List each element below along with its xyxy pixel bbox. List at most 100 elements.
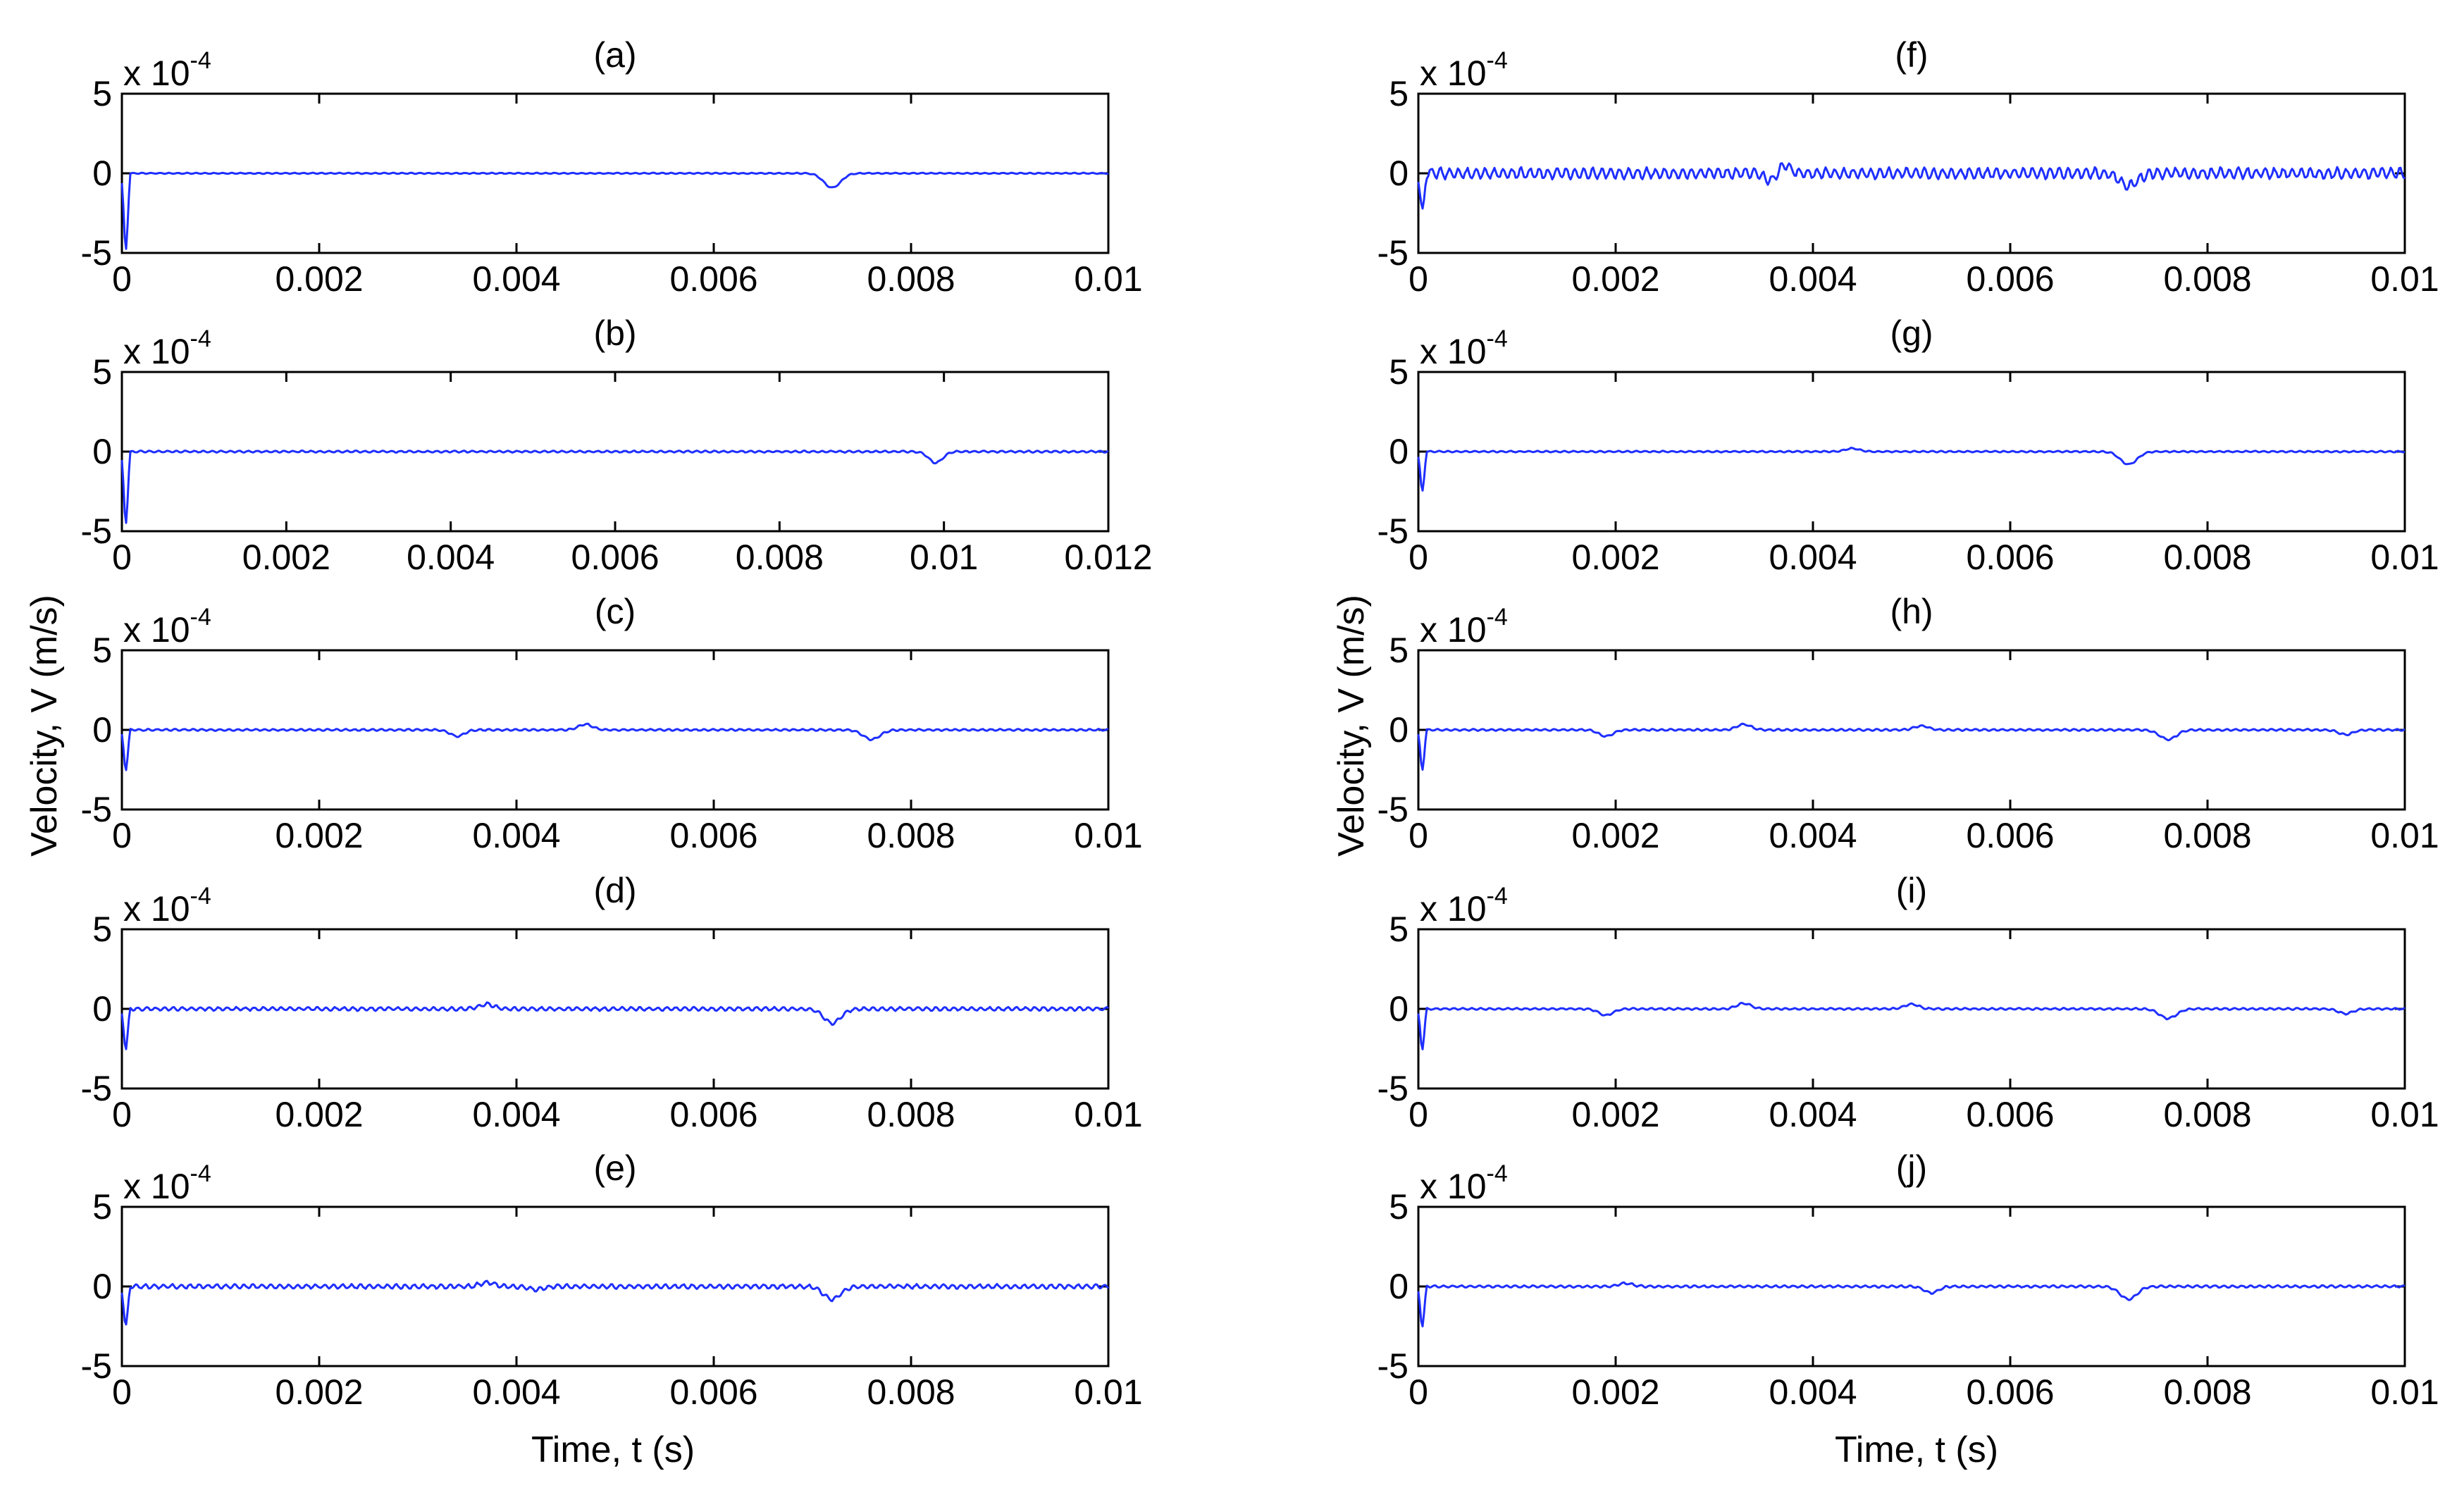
x-tick-label: 0.004 [472,1372,560,1412]
x-tick-label: 0.002 [275,816,363,855]
x-tick-label: 0.006 [669,1372,757,1412]
x-tick-label: 0 [1409,1372,1428,1412]
x-tick-label: 0.006 [1966,1372,2054,1412]
y-tick-label: 5 [1389,631,1409,670]
plot-frame [1417,92,2406,254]
x-tick-label: 0.002 [1571,1372,1659,1412]
x-tick-label: 0.004 [407,538,495,577]
y-tick-label: 5 [92,1187,112,1227]
y-tick-label: 0 [1389,710,1409,750]
x-tick-label: 0.006 [1966,259,2054,299]
y-tick-label: 5 [1389,910,1409,949]
x-tick-label: 0.008 [867,1372,955,1412]
x-tick-label: 0.008 [2163,1095,2251,1134]
x-tick-label: 0.008 [867,816,955,855]
y-tick-label: 0 [1389,1267,1409,1306]
x-tick-label: 0.002 [1571,259,1659,299]
x-tick-label: 0.004 [1769,259,1857,299]
y-tick-label: 0 [92,154,112,193]
x-tick-label: 0.006 [669,1095,757,1134]
panel-title: (c) [595,592,636,631]
x-tick-label: 0.008 [867,259,955,299]
x-tick-label: 0.002 [1571,538,1659,577]
y-tick-label: 5 [1389,74,1409,113]
x-tick-label: 0 [112,1095,132,1134]
y-tick-label: -5 [1378,511,1409,551]
x-tick-label: 0.004 [1769,816,1857,855]
x-tick-label: 0.004 [1769,538,1857,577]
y-tick-label: -5 [81,1069,112,1108]
x-tick-label: 0.01 [1074,259,1142,299]
ylabel-right: Velocity, V (m/s) [1331,595,1372,857]
series-line-velocity [120,1001,1109,1050]
series-line-velocity [1417,162,2406,210]
y-multiplier-exponent: -4 [190,325,211,352]
x-tick-label: 0 [112,538,132,577]
x-tick-label: 0.006 [1966,816,2054,855]
x-tick-label: 0.01 [2370,538,2439,577]
y-tick-label: -5 [81,790,112,829]
series-line-velocity [1417,1002,2406,1050]
x-tick-label: 0.002 [275,259,363,299]
y-tick-label: 5 [92,910,112,949]
x-tick-label: 0.002 [1571,816,1659,855]
x-tick-label: 0 [1409,816,1428,855]
series-line-velocity [120,171,1109,250]
x-tick-label: 0.008 [2163,1372,2251,1412]
x-tick-label: 0 [112,816,132,855]
x-tick-label: 0.006 [1966,1095,2054,1134]
series-line-velocity [1417,1281,2406,1328]
y-tick-label: -5 [1378,1346,1409,1386]
panel-title: (e) [593,1148,636,1188]
y-multiplier-exponent: -4 [190,47,211,74]
y-tick-label: 5 [92,352,112,392]
x-tick-label: 0.008 [2163,538,2251,577]
y-multiplier-exponent: -4 [1487,604,1508,631]
panel-title: (a) [593,35,636,75]
x-tick-label: 0 [1409,259,1428,299]
series-line-velocity [1417,722,2406,771]
panel-title: (i) [1896,871,1927,910]
x-tick-label: 0.002 [275,1372,363,1412]
y-tick-label: -5 [81,1346,112,1386]
ylabel-left: Velocity, V (m/s) [24,595,65,857]
x-tick-label: 0.008 [2163,259,2251,299]
x-tick-label: 0.008 [867,1095,955,1134]
x-tick-label: 0.008 [2163,816,2251,855]
y-tick-label: -5 [1378,233,1409,273]
panel-title: (b) [593,314,636,353]
panel-title: (d) [593,871,636,910]
xlabel-left: Time, t (s) [531,1429,695,1470]
y-tick-label: 0 [92,432,112,471]
panel-title: (h) [1890,592,1933,631]
y-multiplier: x 10-4 [1420,325,1508,371]
y-multiplier: x 10-4 [1420,1160,1508,1206]
xlabel-right: Time, t (s) [1835,1429,1998,1470]
x-tick-label: 0.004 [472,1095,560,1134]
y-multiplier-exponent: -4 [1487,325,1508,352]
series-line-velocity [1417,447,2406,492]
y-multiplier-exponent: -4 [1487,1160,1508,1187]
x-tick-label: 0.004 [1769,1372,1857,1412]
y-tick-label: -5 [81,233,112,273]
x-tick-label: 0.006 [1966,538,2054,577]
x-tick-label: 0.006 [669,259,757,299]
y-tick-label: -5 [1378,1069,1409,1108]
x-tick-label: 0.002 [242,538,330,577]
y-tick-label: 0 [1389,989,1409,1029]
y-multiplier-exponent: -4 [1487,883,1508,910]
series-line-velocity [120,449,1109,524]
y-tick-label: -5 [1378,790,1409,829]
y-tick-label: 5 [1389,1187,1409,1227]
x-tick-label: 0 [1409,1095,1428,1134]
panel-title: (g) [1890,314,1933,353]
x-tick-label: 0.01 [1074,1095,1142,1134]
y-multiplier-exponent: -4 [190,604,211,631]
y-tick-label: 0 [1389,432,1409,471]
